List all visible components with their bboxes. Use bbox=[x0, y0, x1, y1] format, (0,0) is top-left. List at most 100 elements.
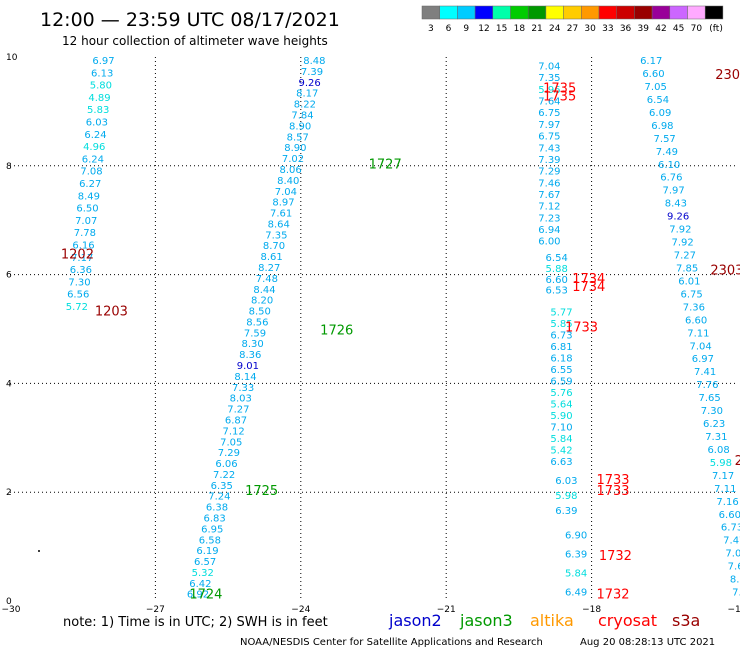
legend-color-box bbox=[651, 5, 671, 20]
swh-value: 6.75 bbox=[680, 289, 702, 300]
legend-color-box bbox=[669, 5, 688, 20]
legend-label: 3 bbox=[428, 24, 434, 34]
swh-value: 6.08 bbox=[707, 445, 729, 456]
swh-value: 5.88 bbox=[546, 264, 568, 275]
swh-value: 7.07 bbox=[75, 216, 97, 227]
swh-value: 5.32 bbox=[192, 568, 214, 579]
swh-value: 5.84 bbox=[565, 569, 587, 580]
swh-value: 8.57 bbox=[287, 132, 309, 143]
pass-time-label: 1732 bbox=[599, 549, 632, 564]
legend-label: 12 bbox=[478, 24, 489, 34]
swh-value: 8.40 bbox=[277, 176, 299, 187]
swh-value: 5.85 bbox=[550, 319, 572, 330]
legend-color-box bbox=[581, 5, 600, 20]
satellite-name: jason2 bbox=[388, 611, 442, 630]
swh-value: 7.30 bbox=[701, 406, 723, 417]
swh-value: 6.63 bbox=[550, 457, 572, 468]
swh-value: 7.29 bbox=[218, 448, 240, 459]
swh-value: 6.60 bbox=[719, 510, 740, 521]
swh-value: 7.17 bbox=[712, 471, 734, 482]
pass-time-label: 2 bbox=[735, 454, 740, 469]
chart-subtitle: 12 hour collection of altimeter wave hei… bbox=[62, 34, 328, 48]
swh-value: 8.36 bbox=[239, 350, 261, 361]
y-tick-label: 4 bbox=[6, 379, 12, 389]
swh-value: 6.83 bbox=[204, 513, 226, 524]
swh-value: 5.90 bbox=[550, 411, 572, 422]
pass-time-label: 1733 bbox=[596, 484, 629, 499]
pass-time-labels: 1724172517261727120212031732173217331733… bbox=[61, 68, 740, 603]
legend-label: 6 bbox=[446, 24, 452, 34]
swh-value: 7.05 bbox=[220, 437, 242, 448]
swh-value: 8.56 bbox=[246, 317, 268, 328]
swh-value: 7.11 bbox=[714, 484, 736, 495]
swh-tracks: 6.926.425.326.576.196.586.956.836.387.24… bbox=[66, 56, 740, 601]
swh-value: 7.78 bbox=[74, 228, 96, 239]
legend-color-box bbox=[510, 5, 529, 20]
swh-value: 7.08 bbox=[80, 167, 102, 178]
swh-value: 6.60 bbox=[546, 275, 568, 286]
swh-value: 6.55 bbox=[550, 365, 572, 376]
swh-value: 7.39 bbox=[301, 67, 323, 78]
swh-value: 6.39 bbox=[565, 549, 587, 560]
swh-value: 4.89 bbox=[88, 93, 110, 104]
swh-value: 7.10 bbox=[550, 422, 572, 433]
swh-value: 8.20 bbox=[251, 296, 273, 307]
swh-value: 6.75 bbox=[538, 108, 560, 119]
swh-value: 7.97 bbox=[538, 120, 560, 131]
swh-value: 6.39 bbox=[555, 506, 577, 517]
satellite-name: s3a bbox=[672, 611, 700, 630]
swh-value: 7.27 bbox=[227, 405, 249, 416]
swh-value: 7.2 bbox=[732, 588, 740, 599]
legend-color-box bbox=[687, 5, 706, 20]
swh-value: 7.12 bbox=[223, 426, 245, 437]
swh-value: 5.98 bbox=[555, 491, 577, 502]
swh-value: 6.27 bbox=[79, 179, 101, 190]
pass-time-label: 1725 bbox=[245, 484, 278, 499]
swh-value: 8.03 bbox=[230, 394, 252, 405]
swh-value: 7.07 bbox=[725, 549, 740, 560]
pass-time-label: 1734 bbox=[572, 280, 605, 295]
legend-label: 9 bbox=[463, 24, 469, 34]
x-tick-label: −21 bbox=[437, 605, 456, 615]
swh-value: 5.64 bbox=[550, 399, 572, 410]
swh-value: 6.76 bbox=[660, 173, 682, 184]
legend-label: 39 bbox=[638, 24, 650, 34]
legend-label: 21 bbox=[531, 24, 542, 34]
satellite-name: cryosat bbox=[598, 611, 657, 630]
swh-value: 6.73 bbox=[550, 330, 572, 341]
swh-value: 8.48 bbox=[303, 56, 325, 67]
legend-color-box bbox=[634, 5, 653, 20]
swh-value: 6.92 bbox=[187, 590, 209, 601]
legend-label: 36 bbox=[620, 24, 632, 34]
swh-value: 9.26 bbox=[298, 78, 320, 89]
swh-value: 7.85 bbox=[676, 263, 698, 274]
swh-value: 7.23 bbox=[538, 213, 560, 224]
swh-value: 6.24 bbox=[82, 154, 104, 165]
swh-value: 7.92 bbox=[669, 225, 691, 236]
swh-value: 8.27 bbox=[258, 263, 280, 274]
swh-value: 8.90 bbox=[289, 121, 311, 132]
swh-value: 6.94 bbox=[538, 225, 560, 236]
swh-value: 5.77 bbox=[550, 307, 572, 318]
swh-value: 6.97 bbox=[92, 56, 114, 67]
pass-time-label: 1732 bbox=[596, 587, 629, 602]
swh-value: 8.43 bbox=[665, 199, 687, 210]
x-tick-label: −27 bbox=[146, 605, 165, 615]
swh-value: 4.96 bbox=[83, 142, 105, 153]
swh-value: 6.16 bbox=[72, 240, 94, 251]
swh-value: 7.35 bbox=[538, 73, 560, 84]
swh-value: 6.58 bbox=[199, 535, 221, 546]
swh-value: 6.19 bbox=[196, 546, 218, 557]
swh-value: 6.42 bbox=[189, 579, 211, 590]
legend-color-box bbox=[598, 5, 617, 20]
swh-value: 8.14 bbox=[234, 372, 256, 383]
x-tick-label: −18 bbox=[582, 605, 601, 615]
legend-label: 27 bbox=[567, 24, 578, 34]
legend-color-box bbox=[563, 5, 582, 20]
swh-value: 6.87 bbox=[225, 415, 247, 426]
legend-color-box bbox=[421, 5, 440, 20]
swh-value: 8.70 bbox=[263, 241, 285, 252]
legend-label: 45 bbox=[673, 24, 684, 34]
swh-value: 8.50 bbox=[249, 307, 271, 318]
swh-value: 8.49 bbox=[78, 191, 100, 202]
